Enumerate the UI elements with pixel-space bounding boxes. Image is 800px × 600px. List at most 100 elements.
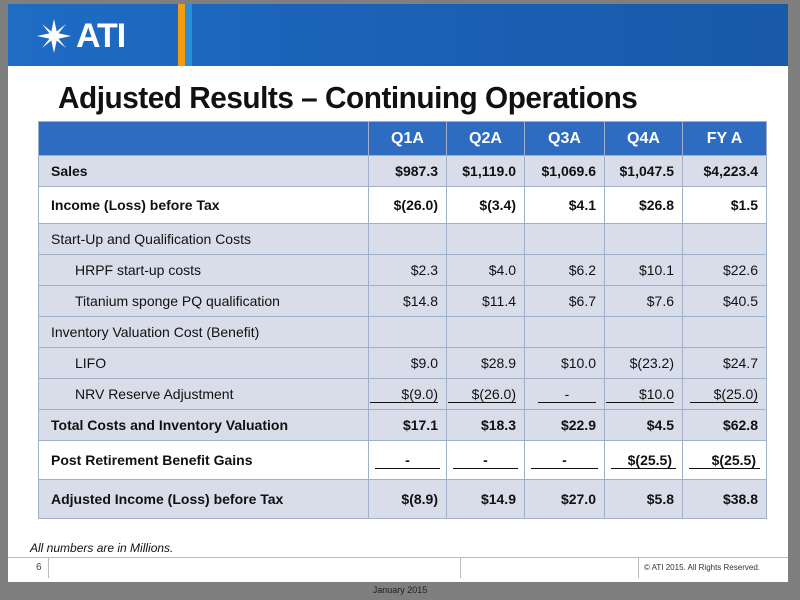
- cell: -: [446, 440, 525, 480]
- cell: $28.9: [446, 347, 525, 379]
- cell: $4.5: [604, 409, 683, 441]
- cell: -: [524, 378, 605, 410]
- cell: $22.9: [524, 409, 605, 441]
- cell: [604, 223, 683, 255]
- cell: $(25.0): [682, 378, 767, 410]
- row-label: Post Retirement Benefit Gains: [38, 440, 369, 480]
- cell: $14.8: [368, 285, 447, 317]
- underlined-value: -: [531, 452, 598, 469]
- row-label: Titanium sponge PQ qualification: [38, 285, 369, 317]
- cell: $11.4: [446, 285, 525, 317]
- cell: $6.2: [524, 254, 605, 286]
- row-label: Total Costs and Inventory Valuation: [38, 409, 369, 441]
- row-label: Start-Up and Qualification Costs: [38, 223, 369, 255]
- cell: $7.6: [604, 285, 683, 317]
- cell: [682, 223, 767, 255]
- table-row: LIFO $9.0 $28.9 $10.0 $(23.2) $24.7: [38, 347, 767, 379]
- copyright: © ATI 2015. All Rights Reserved.: [643, 563, 760, 572]
- cell: $(9.0): [368, 378, 447, 410]
- cell: $14.9: [446, 479, 525, 519]
- cell: -: [368, 440, 447, 480]
- table-row: Total Costs and Inventory Valuation $17.…: [38, 409, 767, 441]
- page-title: Adjusted Results – Continuing Operations: [58, 80, 638, 115]
- row-label: Income (Loss) before Tax: [38, 186, 369, 224]
- cell: $24.7: [682, 347, 767, 379]
- column-header-q3a: Q3A: [524, 121, 605, 156]
- cell: $10.0: [604, 378, 683, 410]
- cell: $(25.5): [682, 440, 767, 480]
- underlined-value: $(25.5): [611, 452, 676, 469]
- underlined-value: $(25.5): [689, 452, 760, 469]
- cell: [368, 223, 447, 255]
- cell: $10.0: [524, 347, 605, 379]
- column-header-q2a: Q2A: [446, 121, 525, 156]
- table-row: Inventory Valuation Cost (Benefit): [38, 316, 767, 348]
- table-row: Titanium sponge PQ qualification $14.8 $…: [38, 285, 767, 317]
- cell: $(8.9): [368, 479, 447, 519]
- cell: $4.1: [524, 186, 605, 224]
- underlined-value: -: [538, 386, 596, 403]
- footer-date: January 2015: [372, 585, 428, 595]
- underlined-value: $10.0: [606, 386, 674, 403]
- underlined-value: $(25.0): [690, 386, 758, 403]
- cell: [682, 316, 767, 348]
- underlined-value: -: [453, 452, 518, 469]
- cell: $(3.4): [446, 186, 525, 224]
- table-row: NRV Reserve Adjustment $(9.0) $(26.0) - …: [38, 378, 767, 410]
- table-row: HRPF start-up costs $2.3 $4.0 $6.2 $10.1…: [38, 254, 767, 286]
- cell: [446, 316, 525, 348]
- footer-divider: [48, 558, 49, 578]
- accent-strip-blue: [185, 4, 192, 66]
- cell: $5.8: [604, 479, 683, 519]
- cell: $1,047.5: [604, 155, 683, 187]
- cell: -: [524, 440, 605, 480]
- column-header-q4a: Q4A: [604, 121, 683, 156]
- cell: [604, 316, 683, 348]
- row-label: Inventory Valuation Cost (Benefit): [38, 316, 369, 348]
- cell: $18.3: [446, 409, 525, 441]
- footer-divider: [460, 558, 461, 578]
- underlined-value: $(9.0): [370, 386, 438, 403]
- table-header-row: Q1A Q2A Q3A Q4A FY A: [38, 121, 767, 156]
- table-row: Post Retirement Benefit Gains - - - $(25…: [38, 440, 767, 480]
- cell: $2.3: [368, 254, 447, 286]
- cell: [446, 223, 525, 255]
- underlined-value: -: [375, 452, 440, 469]
- cell: $(23.2): [604, 347, 683, 379]
- cell: $4.0: [446, 254, 525, 286]
- cell: $10.1: [604, 254, 683, 286]
- cell: [368, 316, 447, 348]
- cell: $1.5: [682, 186, 767, 224]
- cell: $(25.5): [604, 440, 683, 480]
- cell: $1,069.6: [524, 155, 605, 187]
- accent-strip-orange: [178, 4, 185, 66]
- results-table: Q1A Q2A Q3A Q4A FY A Sales $987.3 $1,119…: [38, 121, 767, 519]
- row-label: Sales: [38, 155, 369, 187]
- cell: [524, 223, 605, 255]
- underlined-value: $(26.0): [448, 386, 516, 403]
- cell: $987.3: [368, 155, 447, 187]
- cell: $(26.0): [446, 378, 525, 410]
- column-header-q1a: Q1A: [368, 121, 447, 156]
- cell: $1,119.0: [446, 155, 525, 187]
- cell: $27.0: [524, 479, 605, 519]
- logo-text: ATI: [76, 16, 126, 55]
- row-label: NRV Reserve Adjustment: [38, 378, 369, 410]
- page-number: 6: [36, 562, 42, 573]
- star-logo-icon: [37, 19, 71, 53]
- cell: $4,223.4: [682, 155, 767, 187]
- cell: $62.8: [682, 409, 767, 441]
- table-row: Income (Loss) before Tax $(26.0) $(3.4) …: [38, 186, 767, 224]
- ati-logo: ATI: [36, 16, 126, 56]
- cell: $9.0: [368, 347, 447, 379]
- column-header-fya: FY A: [682, 121, 767, 156]
- column-header: [38, 121, 369, 156]
- cell: $6.7: [524, 285, 605, 317]
- cell: $17.1: [368, 409, 447, 441]
- table-row: Adjusted Income (Loss) before Tax $(8.9)…: [38, 479, 767, 519]
- row-label: Adjusted Income (Loss) before Tax: [38, 479, 369, 519]
- cell: $22.6: [682, 254, 767, 286]
- footnote: All numbers are in Millions.: [30, 541, 174, 555]
- row-label: HRPF start-up costs: [38, 254, 369, 286]
- footer-divider: [638, 558, 639, 578]
